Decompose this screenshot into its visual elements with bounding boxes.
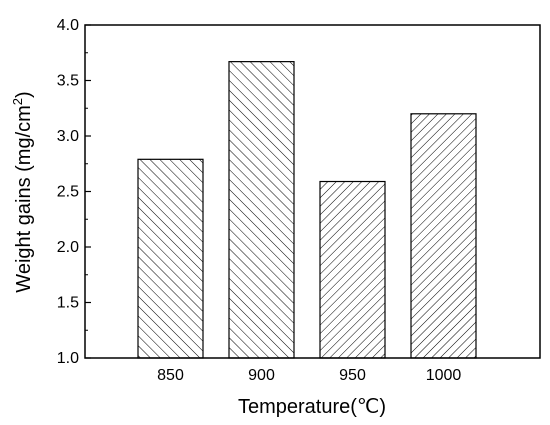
y-tick-label: 1.0 <box>57 350 79 367</box>
y-tick-label: 1.5 <box>57 295 79 312</box>
x-tick-label: 950 <box>339 367 366 384</box>
y-axis-title-superscript: 2 <box>10 98 25 105</box>
x-axis-title: Temperature(℃) <box>238 396 386 418</box>
x-tick-label: 850 <box>157 367 184 384</box>
bar-1000 <box>410 113 477 359</box>
y-axis-ticks: 1.0 1.5 2.0 2.5 3.0 3.5 4.0 <box>57 17 91 367</box>
plot-frame <box>84 24 541 359</box>
bar-850 <box>137 158 204 359</box>
y-axis-title-main: Weight gains (mg/cm <box>13 105 35 292</box>
bars-group <box>137 61 477 359</box>
y-tick-label: 3.0 <box>57 128 79 145</box>
x-tick-label: 900 <box>248 367 275 384</box>
y-axis-title: Weight gains (mg/cm2) <box>10 91 35 292</box>
y-tick-label: 4.0 <box>57 17 79 34</box>
bar-950 <box>319 180 386 359</box>
y-tick-label: 3.5 <box>57 73 79 90</box>
x-axis-ticks: 850 900 950 1000 <box>157 367 461 384</box>
y-axis-title-close: ) <box>13 91 35 98</box>
bar-900 <box>228 61 295 359</box>
y-tick-label: 2.5 <box>57 184 79 201</box>
x-tick-label: 1000 <box>426 367 462 384</box>
y-tick-label: 2.0 <box>57 239 79 256</box>
